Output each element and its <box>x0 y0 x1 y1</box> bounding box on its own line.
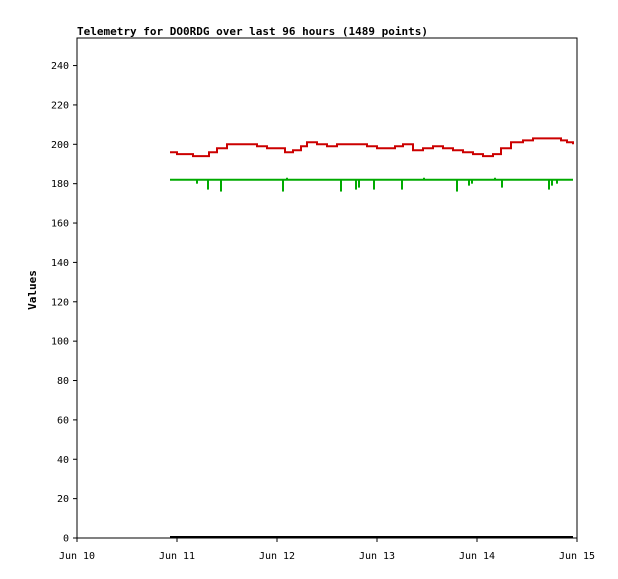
y-axis-label: Values <box>26 270 39 310</box>
y-tick-label: 120 <box>51 297 69 308</box>
chart-title: Telemetry for DO0RDG over last 96 hours … <box>77 25 428 38</box>
y-tick-label: 60 <box>57 415 69 426</box>
y-tick-label: 80 <box>57 376 69 387</box>
x-tick-label: Jun 13 <box>359 551 395 562</box>
y-tick-label: 200 <box>51 140 69 151</box>
x-tick-label: Jun 14 <box>459 551 495 562</box>
y-tick-label: 220 <box>51 100 69 111</box>
x-tick-label: Jun 10 <box>59 551 95 562</box>
series-line-0 <box>170 137 574 158</box>
y-tick-label: 240 <box>51 61 69 72</box>
y-tick-label: 160 <box>51 219 69 230</box>
y-axis: 0 20 40 60 80 100 120 140 160 180 200 220 240 <box>51 61 77 545</box>
y-tick-label: 180 <box>51 179 69 190</box>
y-tick-label: 100 <box>51 337 69 348</box>
series-1 <box>170 177 573 192</box>
y-tick-label: 40 <box>57 455 69 466</box>
plot-frame <box>76 37 578 539</box>
y-tick-label: 140 <box>51 258 69 269</box>
x-axis: Jun 10 Jun 11 Jun 12 Jun 13 Jun 14 Jun 15 <box>59 538 595 562</box>
series-0 <box>170 137 574 158</box>
x-tick-label: Jun 12 <box>259 551 295 562</box>
x-tick-label: Jun 15 <box>559 551 595 562</box>
y-tick-label: 20 <box>57 494 69 505</box>
x-tick-label: Jun 11 <box>159 551 195 562</box>
y-tick-label: 0 <box>63 534 69 545</box>
series-layer <box>170 137 574 538</box>
